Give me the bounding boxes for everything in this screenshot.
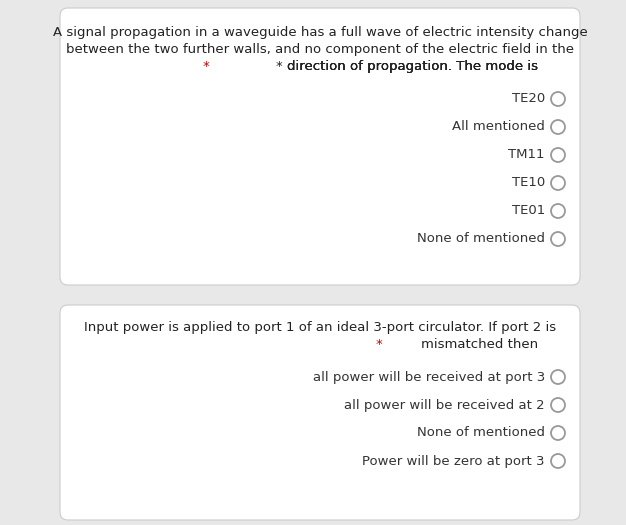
Text: all power will be received at 2: all power will be received at 2 — [344, 398, 545, 412]
FancyBboxPatch shape — [60, 8, 580, 285]
Text: direction of propagation. The mode is: direction of propagation. The mode is — [287, 60, 538, 73]
Text: direction of propagation. The mode is: direction of propagation. The mode is — [287, 60, 538, 73]
Text: None of mentioned: None of mentioned — [417, 233, 545, 246]
Text: TE01: TE01 — [511, 205, 545, 217]
Text: all power will be received at port 3: all power will be received at port 3 — [313, 371, 545, 383]
Text: * direction of propagation. The mode is: * direction of propagation. The mode is — [276, 60, 538, 73]
Text: All mentioned: All mentioned — [452, 121, 545, 133]
Text: TM11: TM11 — [508, 149, 545, 162]
Text: A signal propagation in a waveguide has a full wave of electric intensity change: A signal propagation in a waveguide has … — [53, 26, 587, 39]
Text: None of mentioned: None of mentioned — [417, 426, 545, 439]
Text: between the two further walls, and no component of the electric field in the: between the two further walls, and no co… — [66, 43, 574, 56]
Text: mismatched then: mismatched then — [421, 338, 538, 351]
Text: Power will be zero at port 3: Power will be zero at port 3 — [362, 455, 545, 467]
Text: TE10: TE10 — [511, 176, 545, 190]
FancyBboxPatch shape — [60, 305, 580, 520]
Text: *: * — [376, 338, 387, 351]
Text: Input power is applied to port 1 of an ideal 3-port circulator. If port 2 is: Input power is applied to port 1 of an i… — [84, 321, 556, 334]
Text: *: * — [203, 60, 214, 73]
Text: TE20: TE20 — [511, 92, 545, 106]
